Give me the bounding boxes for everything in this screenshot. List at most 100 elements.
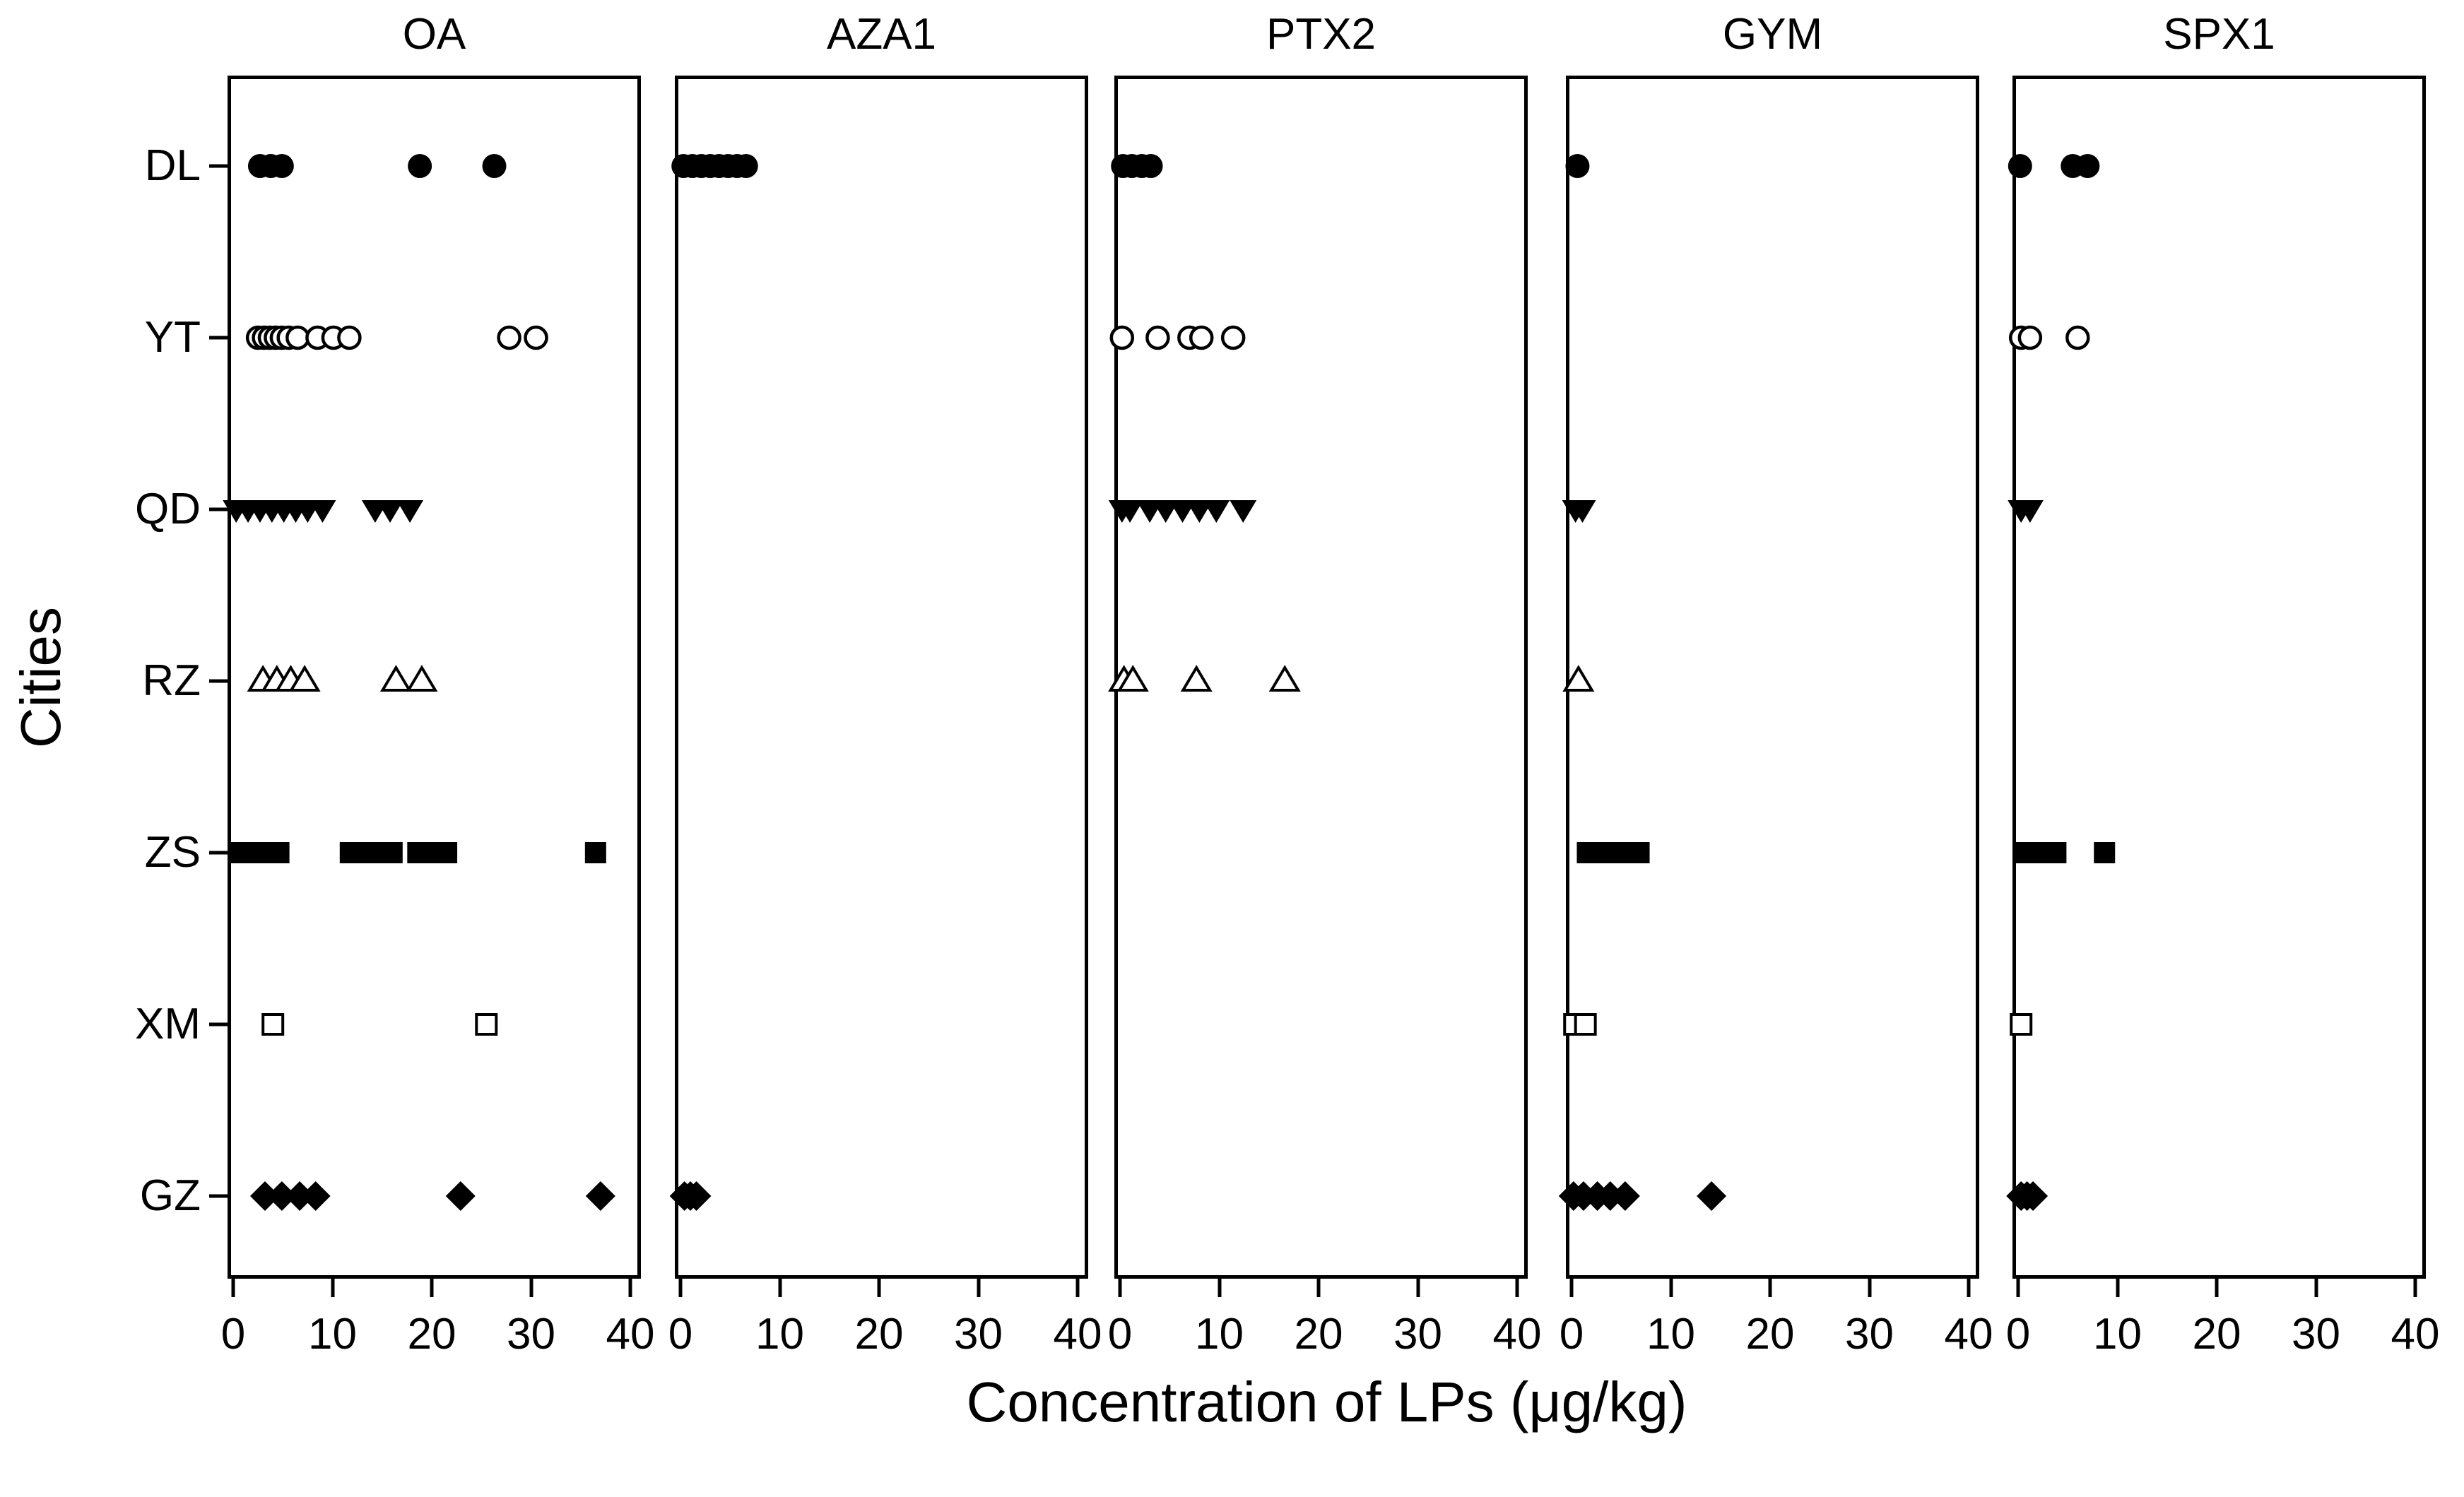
x-tick-label: 20 xyxy=(2192,1310,2241,1359)
x-tick xyxy=(1118,1279,1122,1297)
x-tick-label: 40 xyxy=(1053,1310,1102,1359)
x-tick-label: 0 xyxy=(2005,1310,2031,1359)
data-point xyxy=(436,842,458,863)
panel-title-PTX2: PTX2 xyxy=(1266,10,1377,59)
data-point xyxy=(733,154,758,178)
x-tick xyxy=(1316,1279,1321,1297)
y-tick xyxy=(209,164,228,168)
data-point xyxy=(1109,325,1135,350)
row-label-YT: YT xyxy=(144,313,201,362)
x-tick-label: 0 xyxy=(1559,1310,1584,1359)
data-point xyxy=(482,154,507,178)
y-tick xyxy=(209,507,228,511)
y-tick xyxy=(209,851,228,855)
data-point xyxy=(381,842,403,863)
panel-plot-area-GYM xyxy=(1558,154,1727,1211)
x-tick-label: 0 xyxy=(668,1310,693,1359)
x-tick xyxy=(1967,1279,1971,1297)
x-tick xyxy=(2314,1279,2318,1297)
data-point xyxy=(1595,1181,1625,1211)
x-tick xyxy=(628,1279,632,1297)
x-tick-label: 10 xyxy=(308,1310,357,1359)
y-tick xyxy=(209,1194,228,1198)
row-label-ZS: ZS xyxy=(144,828,201,877)
x-tick-label: 0 xyxy=(1107,1310,1133,1359)
x-tick xyxy=(1515,1279,1519,1297)
data-point xyxy=(2016,500,2044,523)
x-axis-label: Concentration of LPs (μg/kg) xyxy=(966,1371,1687,1433)
x-tick-label: 10 xyxy=(2093,1310,2142,1359)
data-point xyxy=(1230,500,1257,523)
data-point xyxy=(268,842,290,863)
data-point xyxy=(1138,154,1163,178)
data-point xyxy=(2010,1013,2033,1036)
x-tick-label: 30 xyxy=(1845,1310,1894,1359)
panel-title-AZA1: AZA1 xyxy=(826,10,937,59)
x-tick xyxy=(1218,1279,1221,1297)
y-tick xyxy=(209,1022,228,1026)
x-tick-label: 0 xyxy=(220,1310,246,1359)
row-label-RZ: RZ xyxy=(142,656,201,705)
x-tick xyxy=(877,1279,881,1297)
panel-OA xyxy=(223,76,641,1279)
data-point xyxy=(261,1013,285,1036)
x-tick xyxy=(2215,1279,2219,1297)
panel-title-OA: OA xyxy=(402,10,466,59)
x-tick xyxy=(1075,1279,1080,1297)
x-tick-label: 40 xyxy=(606,1310,655,1359)
y-tick xyxy=(209,336,228,340)
panel-AZA1 xyxy=(669,76,1088,1279)
data-point xyxy=(1203,500,1230,523)
data-point xyxy=(1268,665,1301,692)
x-tick xyxy=(430,1279,434,1297)
data-point xyxy=(1628,842,1650,863)
x-tick-label: 20 xyxy=(854,1310,904,1359)
data-point xyxy=(1145,325,1170,350)
panel-PTX2 xyxy=(1108,76,1528,1279)
data-point xyxy=(585,1181,615,1211)
panel-GYM xyxy=(1558,76,1979,1279)
data-point xyxy=(1180,665,1213,692)
x-tick-label: 30 xyxy=(1393,1310,1442,1359)
data-point xyxy=(300,1181,331,1211)
x-tick-label: 30 xyxy=(2292,1310,2340,1359)
row-label-DL: DL xyxy=(144,141,201,190)
data-point xyxy=(379,665,412,692)
data-point xyxy=(266,1181,297,1211)
data-point xyxy=(584,842,606,863)
data-point xyxy=(288,665,321,692)
panel-title-GYM: GYM xyxy=(1722,10,1823,59)
x-tick xyxy=(2116,1279,2119,1297)
x-tick-label: 40 xyxy=(2391,1310,2440,1359)
data-point xyxy=(1152,500,1179,523)
row-label-XM: XM xyxy=(135,1000,201,1048)
data-point xyxy=(1186,500,1213,523)
x-tick xyxy=(778,1279,782,1297)
x-tick-label: 40 xyxy=(1944,1310,1993,1359)
x-tick xyxy=(231,1279,235,1297)
panel-plot-area-SPX1 xyxy=(2006,154,2116,1211)
x-tick xyxy=(977,1279,980,1297)
data-point xyxy=(269,154,294,178)
x-tick xyxy=(1569,1279,1574,1297)
data-point xyxy=(249,1181,280,1211)
y-axis-label: Cities xyxy=(9,606,72,748)
x-tick xyxy=(2413,1279,2417,1297)
data-point xyxy=(309,500,336,523)
row-label-QD: QD xyxy=(135,485,201,533)
x-tick xyxy=(2016,1279,2020,1297)
panel-plot-area-AZA1 xyxy=(669,154,758,1211)
x-tick-label: 20 xyxy=(1745,1310,1795,1359)
x-tick xyxy=(1868,1279,1871,1297)
data-point xyxy=(285,325,310,350)
data-point xyxy=(445,1181,476,1211)
data-point xyxy=(1116,665,1149,692)
x-tick xyxy=(1669,1279,1673,1297)
data-point xyxy=(2018,1181,2049,1211)
x-tick-label: 10 xyxy=(1195,1310,1244,1359)
data-point xyxy=(1562,665,1595,692)
data-point xyxy=(1697,1181,1727,1211)
data-point xyxy=(406,665,438,692)
data-point xyxy=(376,500,403,523)
row-label-GZ: GZ xyxy=(139,1171,201,1220)
